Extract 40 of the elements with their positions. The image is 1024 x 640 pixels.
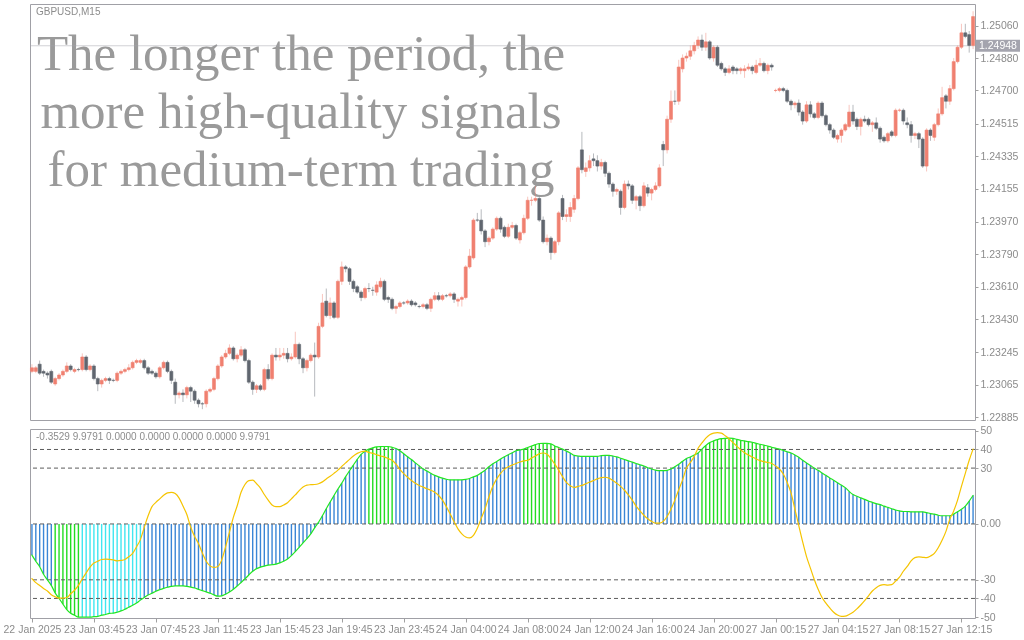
x-tick-label: 23 Jan 15:45: [249, 622, 311, 635]
x-tick-label: 27 Jan 08:15: [869, 622, 931, 635]
x-tick-label: 23 Jan 11:45: [188, 622, 249, 635]
y-tick-label: -40: [980, 591, 996, 604]
y-tick-label: 0.00: [980, 517, 1002, 530]
x-tick-label: 24 Jan 20:00: [683, 622, 745, 635]
chart-title: -0.3529 9.9791 0.0000 0.0000 0.0000 0.0000 9.9791: [36, 431, 271, 442]
y-tick-label: 30: [980, 461, 993, 474]
y-tick-label: 1.23970: [980, 215, 1019, 228]
y-tick-label: 1.24880: [980, 51, 1019, 64]
y-tick-label: -30: [980, 573, 996, 586]
x-tick-label: 24 Jan 04:00: [435, 622, 497, 635]
x-tick-label: 27 Jan 04:15: [807, 622, 869, 635]
x-tick-label: 27 Jan 00:15: [745, 622, 807, 635]
y-tick-label: -50: [980, 610, 996, 623]
y-tick-label: 1.24335: [980, 149, 1019, 162]
y-tick-label: 1.23790: [980, 247, 1019, 260]
x-tick-label: 27 Jan 12:15: [931, 622, 993, 635]
y-tick-label: 1.24515: [980, 117, 1019, 130]
x-tick-label: 24 Jan 12:00: [559, 622, 621, 635]
y-tick-label: 1.23065: [980, 378, 1019, 391]
x-tick-label: 23 Jan 23:45: [373, 622, 435, 635]
y-tick-label: 1.22885: [980, 410, 1019, 423]
x-tick-label: 24 Jan 16:00: [621, 622, 683, 635]
y-tick-label: 1.23245: [980, 345, 1019, 358]
x-tick-label: 22 Jan 2025: [3, 622, 62, 635]
x-tick-label: 23 Jan 19:45: [311, 622, 373, 635]
y-tick-label: 1.23430: [980, 312, 1019, 325]
x-tick-label: 23 Jan 07:45: [126, 622, 187, 635]
y-tick-label: 1.23610: [980, 280, 1019, 293]
y-tick-label: 1.24155: [980, 182, 1019, 195]
annotation: The longer the period, the more high-quality signals for medium-term trading: [36, 25, 566, 197]
y-tick-label: 1.25060: [980, 19, 1019, 32]
y-tick-label: 40: [980, 442, 993, 455]
y-tick-label: 50: [980, 424, 993, 437]
chart-title: GBPUSD,M15: [36, 6, 101, 17]
ref-line-label: 1.24948: [979, 38, 1018, 51]
y-tick-label: 1.24700: [980, 83, 1019, 96]
x-tick-label: 23 Jan 03:45: [64, 622, 125, 635]
x-tick-label: 24 Jan 08:00: [497, 622, 559, 635]
